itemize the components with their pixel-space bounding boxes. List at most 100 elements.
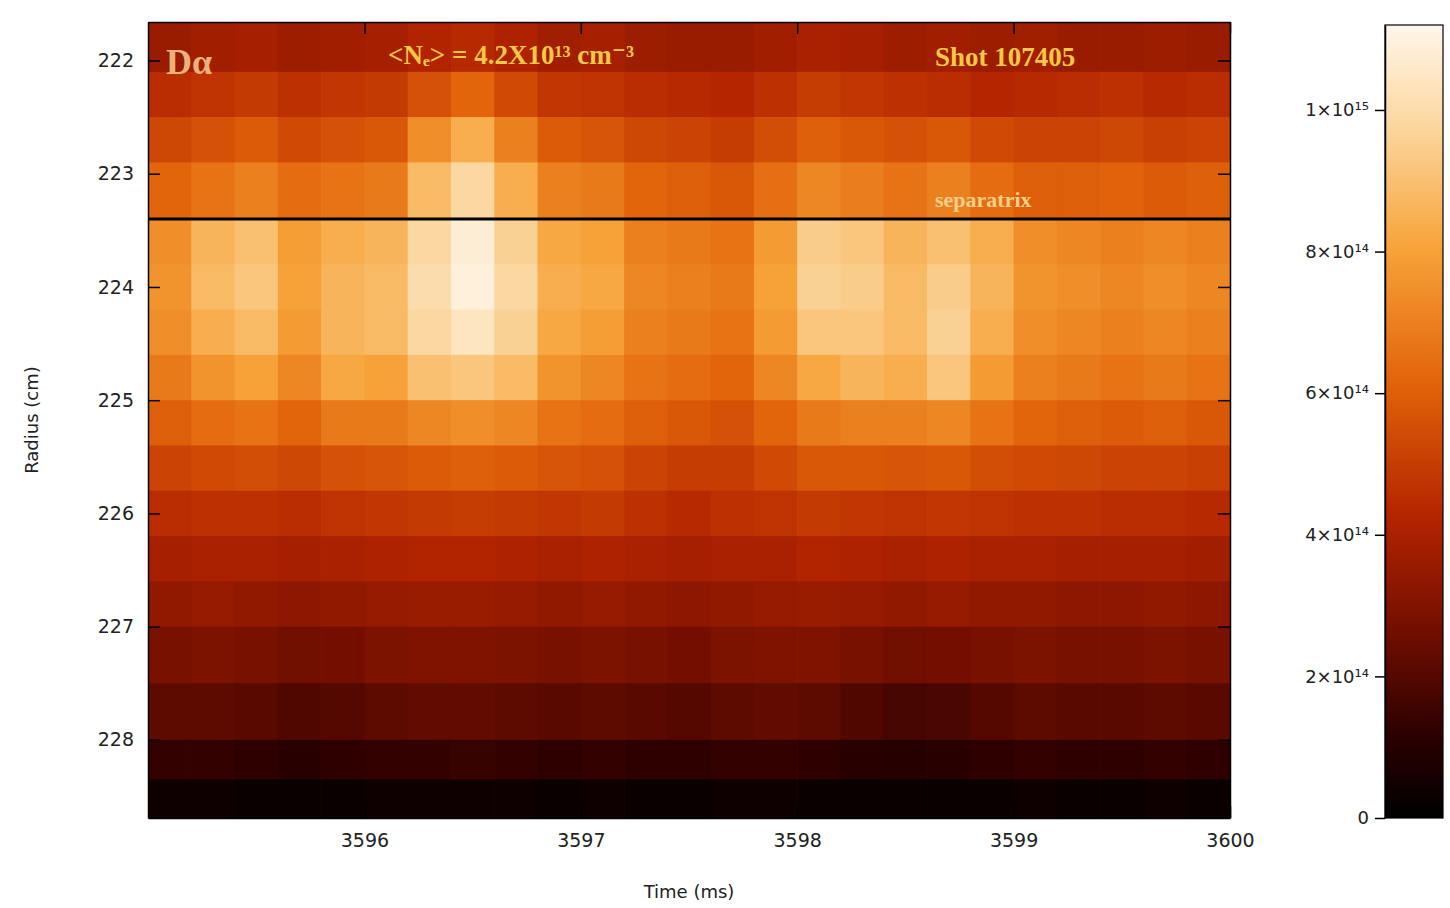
tick: 228 [98, 728, 160, 750]
heat-cell [364, 162, 408, 219]
tick: 0 [1358, 807, 1385, 828]
heat-cell [1143, 355, 1187, 401]
heat-cell [538, 740, 582, 780]
heat-cell [148, 445, 192, 491]
tick-mark [1013, 22, 1015, 34]
heat-cell [538, 780, 582, 818]
heat-cell [1187, 310, 1230, 356]
heat-cell [711, 355, 755, 401]
heat-cell [364, 581, 408, 627]
heat-cell [624, 72, 668, 118]
tick-mark [148, 287, 160, 289]
heat-cell [235, 355, 279, 401]
heat-cell [970, 740, 1014, 780]
heat-cell [884, 740, 928, 780]
heat-cell [408, 445, 452, 491]
heat-cell [667, 310, 711, 356]
heat-cell [711, 683, 755, 740]
heat-cell [667, 780, 711, 818]
heat-cell [408, 627, 452, 684]
heat-cell [321, 219, 365, 265]
heat-cell [797, 22, 841, 73]
tick: 226 [98, 502, 160, 524]
heat-cell [581, 445, 625, 491]
heat-cell [884, 445, 928, 491]
heat-cell [364, 310, 408, 356]
heat-cell [364, 117, 408, 163]
heat-cell [667, 355, 711, 401]
heat-cell [667, 219, 711, 265]
heat-cell [408, 264, 452, 310]
heat-cell [581, 162, 625, 219]
heat-cell [1187, 491, 1230, 537]
annotation: Shot 107405 [935, 42, 1075, 72]
heat-cell [840, 219, 884, 265]
heat-cell [278, 117, 322, 163]
tick [1218, 287, 1230, 288]
heat-cell [667, 72, 711, 118]
heat-cell [1057, 400, 1101, 446]
heat-cell [538, 400, 582, 446]
heat-cell [1143, 740, 1187, 780]
heat-cell [408, 536, 452, 582]
heat-cell [235, 581, 279, 627]
heat-cell [1100, 491, 1144, 537]
heat-cell [191, 445, 235, 491]
heat-cell [1100, 264, 1144, 310]
heat-cell [235, 310, 279, 356]
heat-cell [1100, 536, 1144, 582]
heat-cell [451, 780, 495, 818]
tick: 8×10¹⁴ [1305, 241, 1385, 262]
heat-cell [538, 72, 582, 118]
tick [1218, 627, 1230, 628]
heat-cell [321, 740, 365, 780]
heat-cell [235, 72, 279, 118]
heat-cell [1014, 310, 1058, 356]
heat-cell [624, 117, 668, 163]
heat-cell [148, 536, 192, 582]
heat-cell [191, 400, 235, 446]
heat-cell [451, 400, 495, 446]
separatrix-line [148, 218, 1230, 221]
heat-cell [1143, 491, 1187, 537]
tick-label: 225 [98, 389, 134, 411]
tick: 3597 [557, 806, 605, 851]
heat-cell [321, 264, 365, 310]
tick [1218, 513, 1230, 514]
heat-cell [581, 219, 625, 265]
tick-mark [581, 806, 583, 818]
heat-cell [711, 445, 755, 491]
heat-cell [1187, 581, 1230, 627]
heat-cell [494, 400, 538, 446]
tick-mark [1375, 818, 1385, 820]
heat-cell [1187, 22, 1230, 73]
heat-cell [1014, 72, 1058, 118]
heat-cell [927, 780, 971, 818]
tick: 227 [98, 615, 160, 637]
heat-cell [667, 22, 711, 73]
heat-cell [364, 445, 408, 491]
heat-cell [278, 355, 322, 401]
heat-cell [754, 683, 798, 740]
tick-label: 3599 [990, 829, 1038, 851]
heat-cell [581, 310, 625, 356]
heat-cell [494, 445, 538, 491]
heat-cell [1014, 740, 1058, 780]
heat-cell [278, 72, 322, 118]
heat-cell [754, 627, 798, 684]
heat-cell [148, 740, 192, 780]
heat-cell [321, 72, 365, 118]
tick-label: 226 [98, 502, 134, 524]
heat-cell [364, 683, 408, 740]
heat-cell [494, 264, 538, 310]
heat-cell [1057, 491, 1101, 537]
tick: 4×10¹⁴ [1305, 524, 1385, 545]
tick-mark [1218, 60, 1230, 62]
heat-cell [797, 683, 841, 740]
tick-mark [364, 22, 366, 34]
heat-cell [927, 445, 971, 491]
heat-cell [148, 683, 192, 740]
heat-cell [754, 445, 798, 491]
heat-cell [1014, 581, 1058, 627]
heat-cell [1143, 683, 1187, 740]
